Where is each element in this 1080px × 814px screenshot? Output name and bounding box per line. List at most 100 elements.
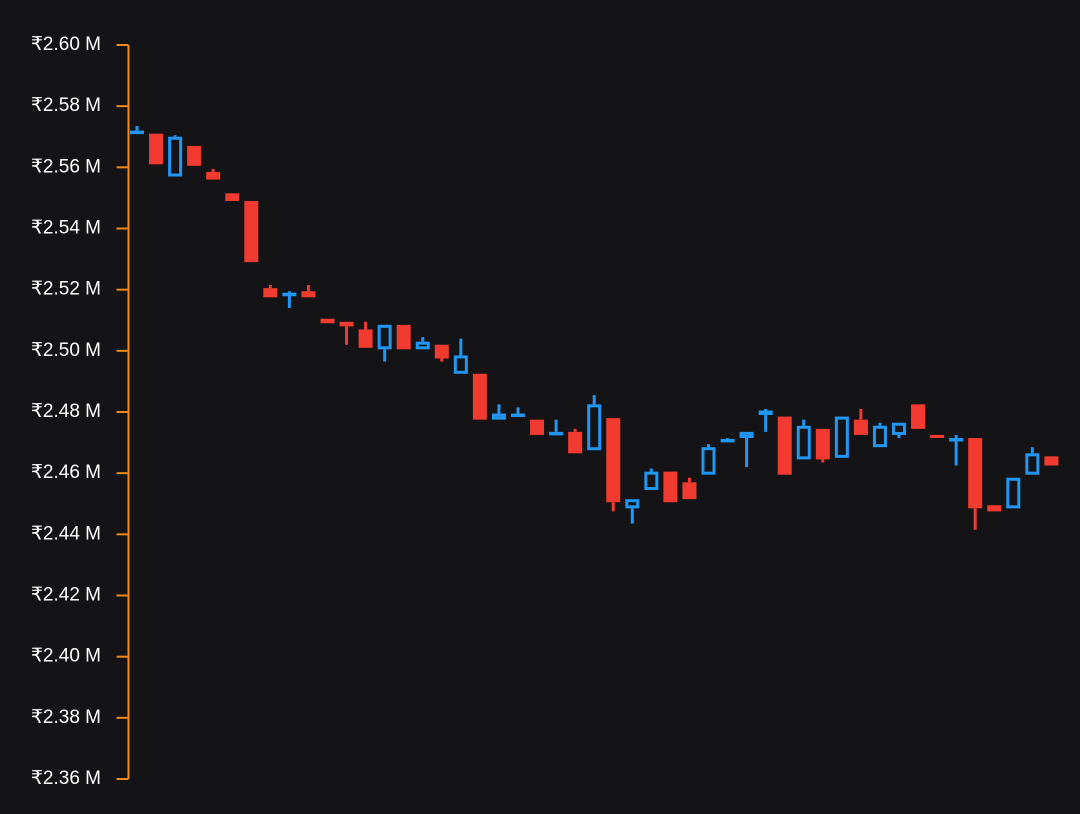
candle-body xyxy=(682,482,697,500)
candle-body xyxy=(530,419,545,435)
candle-body xyxy=(301,291,316,298)
candle xyxy=(530,419,545,435)
y-tick-label: ₹2.56 M xyxy=(31,156,101,177)
candle-body xyxy=(149,133,164,165)
candle xyxy=(1025,447,1040,475)
candle-body xyxy=(263,288,278,298)
candle-body xyxy=(1025,453,1040,475)
candle-body xyxy=(987,505,1002,512)
candle-body xyxy=(644,471,659,490)
candle-body xyxy=(758,410,773,416)
candle xyxy=(434,344,449,362)
candle xyxy=(187,145,202,166)
candle xyxy=(130,126,144,135)
candle-body xyxy=(453,355,468,374)
candle-body xyxy=(720,438,735,443)
candle-body xyxy=(244,200,259,263)
candle xyxy=(815,428,830,463)
candle xyxy=(377,324,392,362)
candle xyxy=(606,418,621,512)
y-tick-label: ₹2.46 M xyxy=(31,462,101,483)
candle xyxy=(415,337,430,350)
candle xyxy=(282,291,297,309)
candle-body xyxy=(549,431,564,436)
candle xyxy=(739,431,754,468)
candle-body xyxy=(796,425,811,460)
candle-body xyxy=(225,193,240,201)
candle-body xyxy=(777,416,792,475)
candle xyxy=(701,444,716,475)
candle-body xyxy=(606,418,621,503)
candle xyxy=(320,318,335,324)
candle xyxy=(301,285,316,298)
candle-body xyxy=(701,447,716,475)
candle-body xyxy=(949,437,964,442)
candle-body xyxy=(739,431,754,438)
candle-body xyxy=(968,437,983,509)
candle-body xyxy=(472,373,487,420)
candle xyxy=(472,373,487,420)
y-tick-label: ₹2.52 M xyxy=(31,279,101,300)
candle xyxy=(892,422,906,438)
candle-body xyxy=(663,471,678,503)
candle xyxy=(758,408,773,432)
candle xyxy=(796,419,811,460)
candle-body xyxy=(834,416,849,458)
candle xyxy=(244,200,259,263)
candle xyxy=(625,499,640,524)
candle xyxy=(1044,456,1059,466)
candle xyxy=(568,428,583,454)
candle-body xyxy=(415,341,430,350)
candle xyxy=(968,437,983,530)
y-tick-label: ₹2.44 M xyxy=(31,523,101,544)
candle xyxy=(206,168,221,180)
y-tick-label: ₹2.42 M xyxy=(31,585,101,606)
candle xyxy=(453,338,468,374)
candle xyxy=(511,407,525,418)
candle-body xyxy=(130,130,144,135)
candle xyxy=(396,324,411,350)
y-tick-label: ₹2.50 M xyxy=(31,340,101,361)
candle xyxy=(872,422,887,448)
candle-body xyxy=(511,413,525,418)
y-tick-label: ₹2.48 M xyxy=(31,401,101,422)
candle xyxy=(777,416,792,475)
candle-body xyxy=(377,324,392,350)
candle xyxy=(987,505,1002,512)
candle xyxy=(644,468,659,490)
candle xyxy=(168,135,183,177)
candle-body xyxy=(339,321,354,327)
candle-body xyxy=(892,422,906,435)
candle xyxy=(549,419,564,436)
candle-body xyxy=(168,136,183,177)
y-tick-label: ₹2.54 M xyxy=(31,218,101,239)
candle-body xyxy=(396,324,411,350)
y-tick-label: ₹2.60 M xyxy=(31,34,101,55)
candle xyxy=(720,437,735,443)
candle-body xyxy=(282,292,297,297)
y-tick-label: ₹2.40 M xyxy=(31,646,101,667)
candle-body xyxy=(568,431,583,454)
y-tick-label: ₹2.36 M xyxy=(31,768,101,789)
candle xyxy=(149,133,164,165)
candle xyxy=(949,434,964,466)
candle-body xyxy=(206,171,221,180)
candle-body xyxy=(625,499,640,509)
candle-body xyxy=(434,344,449,359)
candle-body xyxy=(911,404,926,429)
candle-body xyxy=(187,145,202,166)
candle-body xyxy=(930,434,945,438)
candle-body xyxy=(491,413,506,420)
candle xyxy=(491,404,506,420)
candle xyxy=(853,408,868,435)
candle-body xyxy=(358,329,373,348)
candle xyxy=(339,321,354,345)
candle-body xyxy=(872,425,887,448)
y-tick-label: ₹2.38 M xyxy=(31,707,101,728)
candle xyxy=(834,416,849,458)
candle xyxy=(587,395,602,451)
candle-body xyxy=(1006,477,1021,509)
candle xyxy=(682,477,697,500)
